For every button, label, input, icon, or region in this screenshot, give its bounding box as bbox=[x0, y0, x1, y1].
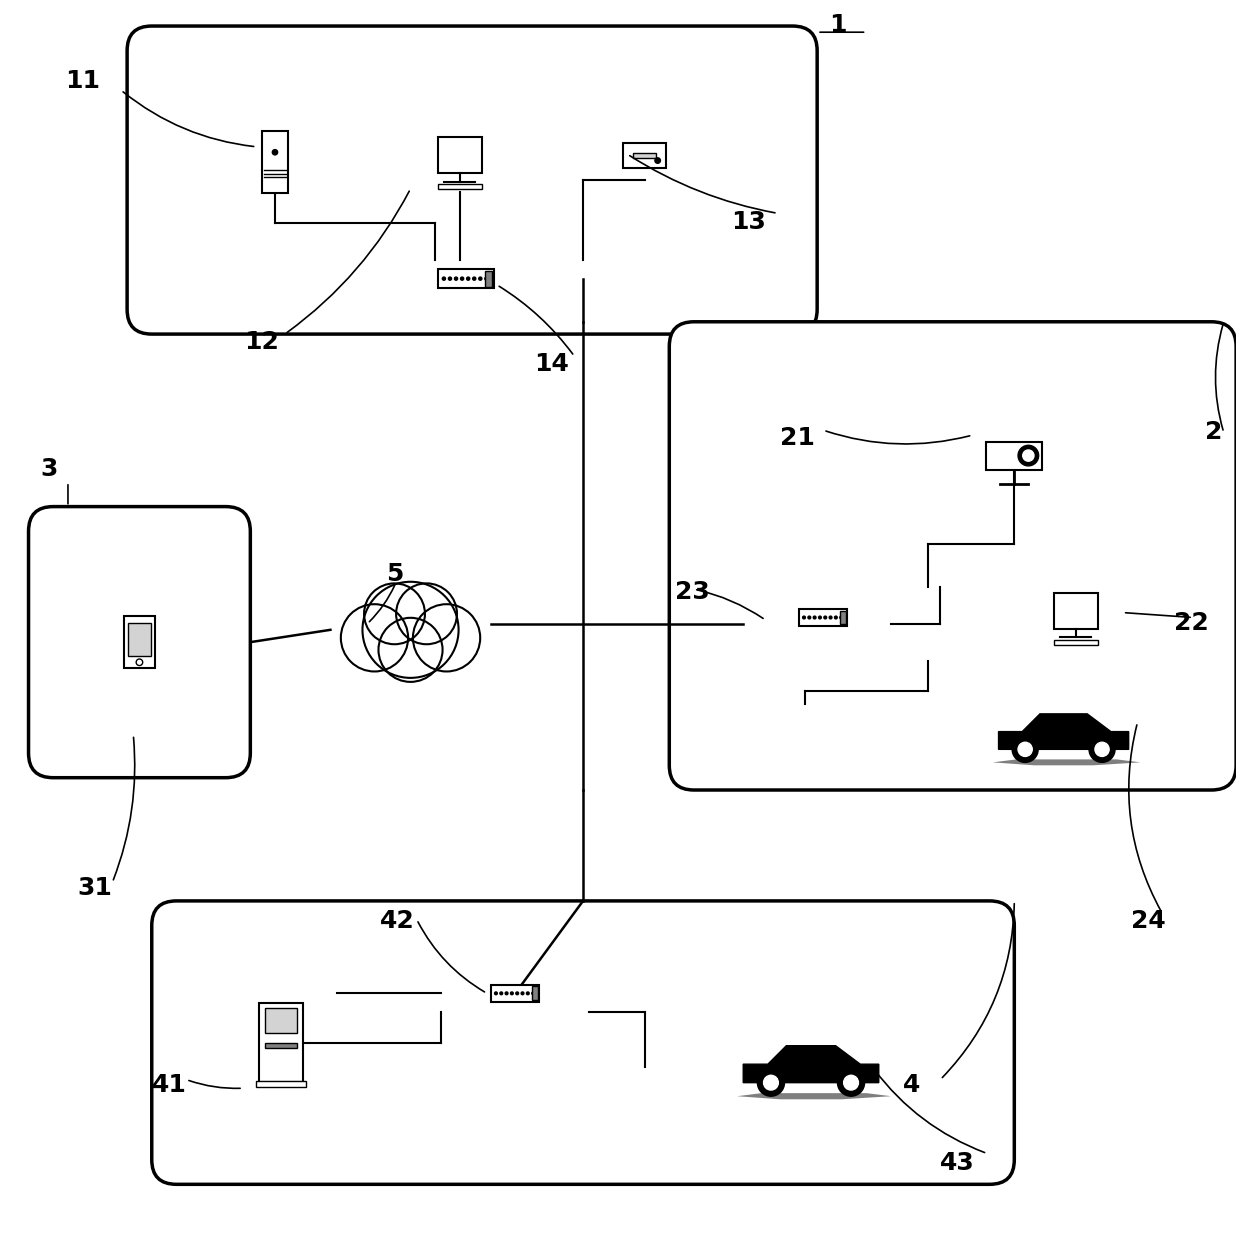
Circle shape bbox=[505, 992, 508, 994]
Circle shape bbox=[495, 992, 497, 994]
Text: 23: 23 bbox=[676, 580, 711, 604]
Circle shape bbox=[413, 604, 480, 672]
Bar bbox=[532, 987, 538, 1000]
Bar bbox=[632, 153, 656, 158]
Bar bbox=[491, 984, 539, 1002]
Bar bbox=[1054, 640, 1099, 645]
Bar bbox=[986, 442, 1043, 469]
Bar bbox=[799, 609, 847, 626]
Bar bbox=[439, 269, 494, 289]
Circle shape bbox=[511, 992, 513, 994]
Circle shape bbox=[843, 1076, 858, 1091]
Bar bbox=[265, 1008, 298, 1032]
Circle shape bbox=[365, 583, 425, 645]
Bar bbox=[265, 1042, 298, 1047]
Circle shape bbox=[273, 149, 278, 154]
Text: 31: 31 bbox=[78, 876, 113, 900]
Bar bbox=[262, 131, 288, 193]
Text: 24: 24 bbox=[1131, 909, 1166, 932]
FancyBboxPatch shape bbox=[29, 506, 250, 778]
Bar bbox=[1054, 593, 1099, 629]
Circle shape bbox=[1089, 736, 1115, 762]
Text: 1: 1 bbox=[830, 14, 847, 37]
Circle shape bbox=[808, 616, 811, 619]
Bar bbox=[438, 184, 482, 189]
Circle shape bbox=[396, 583, 458, 645]
Circle shape bbox=[835, 616, 837, 619]
Bar bbox=[622, 142, 666, 168]
Circle shape bbox=[479, 277, 482, 280]
Circle shape bbox=[521, 992, 523, 994]
Circle shape bbox=[500, 992, 502, 994]
Polygon shape bbox=[993, 760, 1141, 766]
Circle shape bbox=[378, 618, 443, 682]
Circle shape bbox=[830, 616, 832, 619]
Text: 43: 43 bbox=[940, 1151, 975, 1174]
Circle shape bbox=[532, 992, 534, 994]
Circle shape bbox=[1012, 736, 1038, 762]
Circle shape bbox=[516, 992, 518, 994]
Text: 4: 4 bbox=[904, 1073, 921, 1097]
Circle shape bbox=[460, 277, 464, 280]
Circle shape bbox=[472, 277, 476, 280]
Circle shape bbox=[1023, 450, 1034, 461]
Circle shape bbox=[1018, 446, 1039, 466]
Bar bbox=[259, 1003, 304, 1082]
Circle shape bbox=[527, 992, 529, 994]
Text: 12: 12 bbox=[244, 330, 279, 354]
Text: 42: 42 bbox=[379, 909, 414, 932]
Circle shape bbox=[802, 616, 805, 619]
FancyBboxPatch shape bbox=[128, 26, 817, 335]
Text: 3: 3 bbox=[41, 457, 58, 480]
Bar bbox=[124, 616, 155, 668]
Circle shape bbox=[823, 616, 827, 619]
Text: 41: 41 bbox=[151, 1073, 187, 1097]
Circle shape bbox=[449, 277, 451, 280]
Circle shape bbox=[485, 277, 489, 280]
Circle shape bbox=[466, 277, 470, 280]
Circle shape bbox=[655, 158, 661, 163]
Circle shape bbox=[839, 616, 842, 619]
Polygon shape bbox=[743, 1046, 879, 1083]
Polygon shape bbox=[998, 714, 1128, 750]
Circle shape bbox=[1095, 742, 1109, 757]
Bar bbox=[841, 610, 846, 625]
Circle shape bbox=[362, 582, 459, 678]
Bar bbox=[438, 137, 482, 173]
Text: 13: 13 bbox=[730, 210, 766, 235]
Bar bbox=[128, 624, 151, 656]
Circle shape bbox=[1018, 742, 1032, 757]
Circle shape bbox=[758, 1070, 785, 1097]
Text: 21: 21 bbox=[780, 426, 815, 450]
Circle shape bbox=[454, 277, 458, 280]
Bar bbox=[257, 1081, 306, 1087]
Text: 5: 5 bbox=[386, 562, 403, 585]
Circle shape bbox=[837, 1070, 864, 1097]
Circle shape bbox=[443, 277, 445, 280]
Text: 11: 11 bbox=[66, 69, 100, 93]
FancyBboxPatch shape bbox=[151, 900, 1014, 1184]
Text: 22: 22 bbox=[1174, 611, 1209, 635]
FancyBboxPatch shape bbox=[670, 322, 1236, 790]
Circle shape bbox=[818, 616, 821, 619]
Text: 14: 14 bbox=[533, 352, 569, 375]
Circle shape bbox=[813, 616, 816, 619]
Circle shape bbox=[341, 604, 408, 672]
Polygon shape bbox=[737, 1093, 892, 1099]
Bar bbox=[485, 270, 492, 287]
Circle shape bbox=[764, 1076, 779, 1091]
Text: 2: 2 bbox=[1205, 420, 1223, 443]
